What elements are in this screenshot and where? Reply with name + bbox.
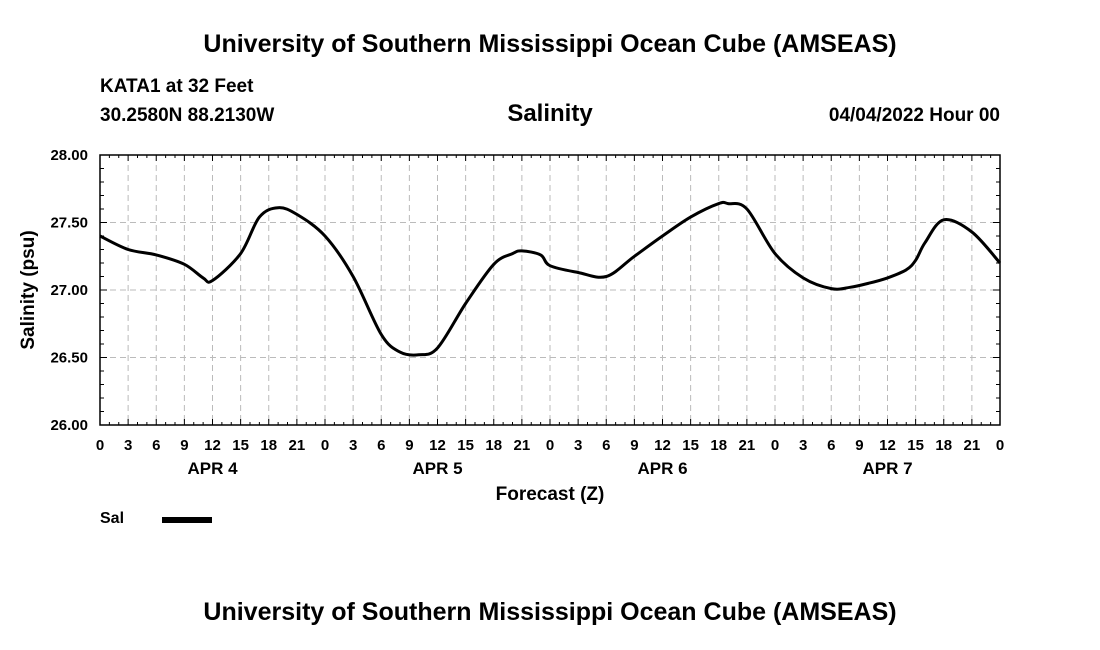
y-tick-label: 28.00	[50, 147, 88, 164]
x-tick-label: 12	[429, 437, 446, 454]
x-tick-label: 12	[204, 437, 221, 454]
x-tick-label: 0	[996, 437, 1004, 454]
y-axis-title: Salinity (psu)	[18, 230, 39, 349]
x-tick-label: 15	[232, 437, 249, 454]
x-tick-label: 21	[514, 437, 531, 454]
forecast-date: 04/04/2022 Hour 00	[828, 105, 1000, 126]
x-tick-label: 0	[96, 437, 104, 454]
x-day-label: APR 6	[637, 459, 687, 478]
x-tick-label: 21	[964, 437, 981, 454]
chart-title: University of Southern Mississippi Ocean…	[203, 30, 897, 58]
y-tick-label: 26.50	[50, 350, 88, 367]
x-day-label: APR 7	[862, 459, 912, 478]
x-tick-label: 9	[180, 437, 188, 454]
x-tick-label: 3	[124, 437, 132, 454]
footer-title: University of Southern Mississippi Ocean…	[203, 598, 897, 626]
x-tick-label: 0	[321, 437, 329, 454]
x-tick-label: 9	[855, 437, 863, 454]
x-day-label: APR 5	[412, 459, 462, 478]
x-tick-label: 18	[710, 437, 727, 454]
coordinates-label: 30.2580N 88.2130W	[100, 105, 275, 126]
x-day-label: APR 4	[187, 459, 238, 478]
x-tick-label: 21	[289, 437, 306, 454]
x-tick-label: 3	[799, 437, 807, 454]
variable-title: Salinity	[507, 100, 593, 127]
x-tick-label: 18	[935, 437, 952, 454]
x-tick-label: 15	[457, 437, 474, 454]
x-tick-label: 0	[546, 437, 554, 454]
y-tick-label: 27.50	[50, 215, 88, 232]
legend-label: Sal	[100, 510, 125, 527]
x-tick-label: 21	[739, 437, 756, 454]
x-tick-label: 12	[879, 437, 896, 454]
x-tick-label: 0	[771, 437, 779, 454]
x-axis-title: Forecast (Z)	[496, 484, 605, 505]
x-tick-label: 15	[682, 437, 699, 454]
x-tick-label: 6	[602, 437, 610, 454]
y-tick-label: 27.00	[50, 282, 88, 299]
x-tick-label: 6	[377, 437, 385, 454]
x-tick-label: 6	[152, 437, 160, 454]
x-tick-label: 9	[630, 437, 638, 454]
x-tick-label: 12	[654, 437, 671, 454]
x-tick-label: 3	[574, 437, 582, 454]
x-tick-label: 18	[260, 437, 277, 454]
x-tick-label: 3	[349, 437, 357, 454]
station-label: KATA1 at 32 Feet	[100, 76, 254, 97]
x-tick-label: 6	[827, 437, 835, 454]
x-tick-label: 15	[907, 437, 924, 454]
legend-line-swatch	[162, 517, 212, 523]
y-tick-label: 26.00	[50, 417, 88, 434]
x-tick-label: 9	[405, 437, 413, 454]
x-tick-label: 18	[485, 437, 502, 454]
series-line-sal	[99, 200, 1002, 357]
